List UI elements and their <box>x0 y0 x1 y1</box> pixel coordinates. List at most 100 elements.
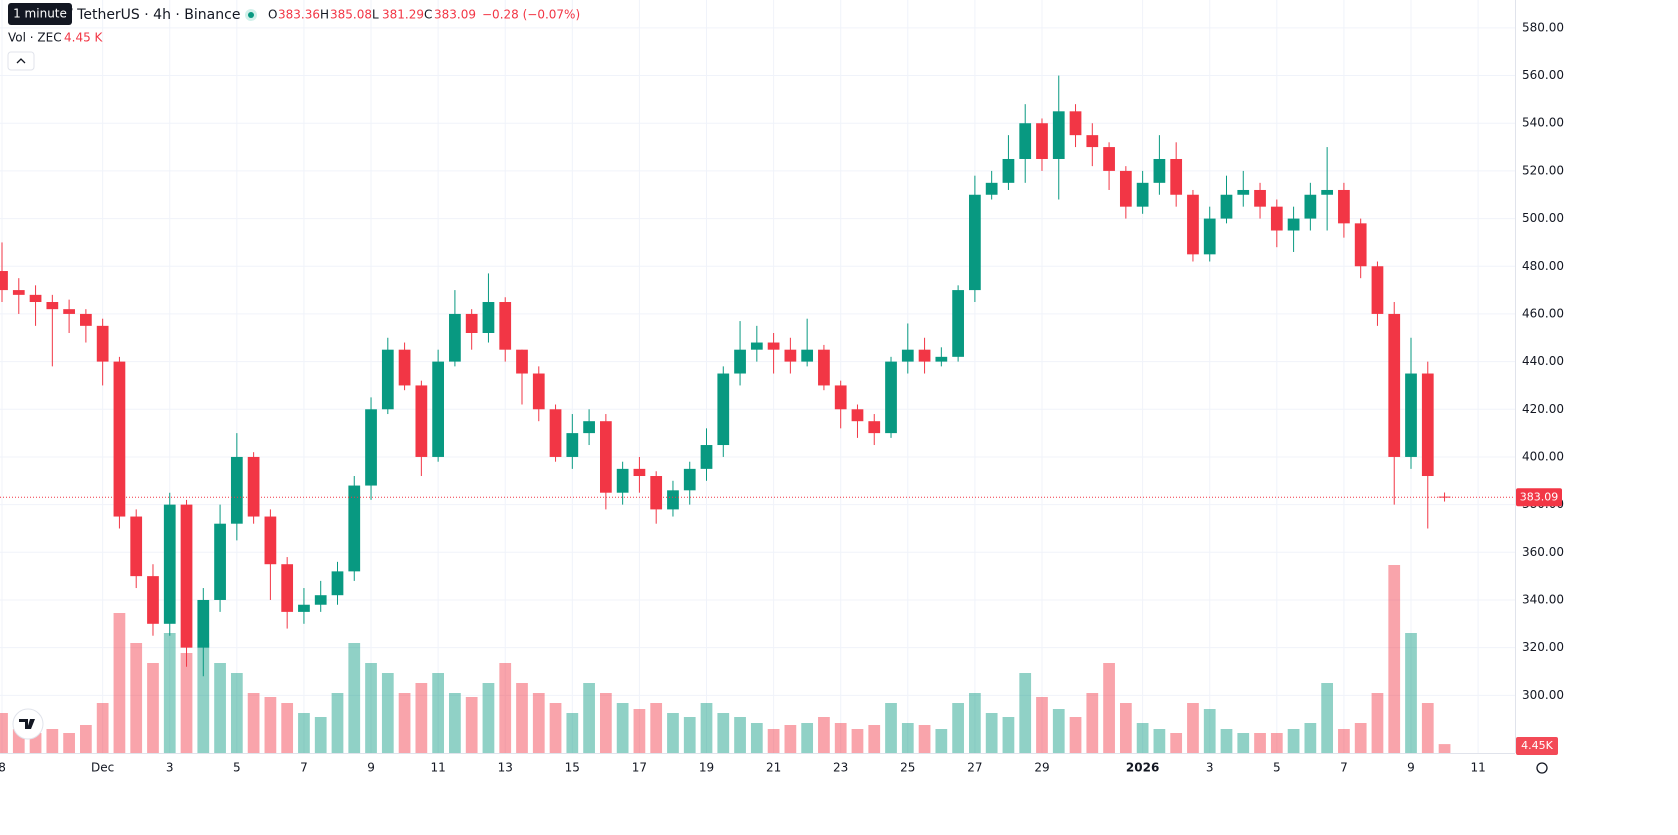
volume-bar <box>314 717 327 753</box>
candle-body <box>0 271 8 291</box>
settings-icon[interactable] <box>1536 762 1548 774</box>
candle-body <box>566 433 579 457</box>
volume-bar <box>264 697 277 753</box>
candle-body <box>784 349 797 362</box>
volume-bar <box>214 663 226 753</box>
volume-bar <box>667 713 679 753</box>
ohlc-value: 385.08 <box>330 8 372 22</box>
candle-body <box>1270 206 1283 231</box>
y-tick-label: 340.00 <box>1522 592 1564 606</box>
volume-bar <box>247 693 260 753</box>
legend: / TetherUS · 4h · Binance O 383.36 H 385.08 L… <box>7 3 580 71</box>
logo-mark <box>19 719 35 729</box>
candle-body <box>969 194 981 291</box>
ohlc-letter: H <box>320 8 329 22</box>
volume-bar <box>851 729 864 753</box>
candle-body <box>834 385 847 410</box>
volume-bar <box>1438 744 1451 753</box>
candle-body <box>851 409 864 422</box>
volume-bar <box>583 683 595 753</box>
volume-bar <box>801 723 814 753</box>
y-tick-label: 540.00 <box>1522 116 1564 130</box>
volume-bar <box>1119 703 1132 753</box>
candle-body <box>683 468 696 491</box>
candle-body <box>1287 218 1300 231</box>
volume-tag <box>1516 737 1558 755</box>
candle-body <box>1421 373 1434 477</box>
volume-bar <box>147 663 159 753</box>
candle-body <box>331 571 344 596</box>
volume-bar <box>465 697 478 753</box>
volume-bar <box>918 725 931 753</box>
volume-bar <box>230 673 243 753</box>
candle-body <box>1438 496 1451 498</box>
x-tick-label: 29 <box>1034 761 1049 775</box>
y-tick-label: 460.00 <box>1522 306 1564 320</box>
x-tick-label: 7 <box>1340 761 1348 775</box>
volume-bar <box>113 613 126 753</box>
tooltip-box <box>8 3 72 25</box>
candle-body <box>1405 373 1417 457</box>
x-tick-label: 3 <box>166 761 174 775</box>
volume-bar <box>1002 717 1015 753</box>
ohlc-value: 383.36 <box>278 8 320 22</box>
volume-bar <box>952 703 964 753</box>
y-tick-label: 320.00 <box>1522 640 1564 654</box>
candle-body <box>1103 147 1115 171</box>
candle-body <box>583 421 595 434</box>
volume-bar <box>29 733 42 753</box>
volume-bar <box>901 723 914 753</box>
x-tick-label: 9 <box>1407 761 1415 775</box>
volume-bar <box>650 703 663 753</box>
y-tick-label: 560.00 <box>1522 68 1564 82</box>
candle-body <box>1338 189 1350 224</box>
x-tick-label: 19 <box>699 761 714 775</box>
volume-bar <box>1405 633 1417 753</box>
tooltip-label: 1 minute <box>13 7 67 21</box>
volume-bar <box>331 693 344 753</box>
candle-body <box>1237 189 1250 195</box>
candle-body <box>901 349 914 362</box>
candle-body <box>365 409 377 486</box>
volume-bar <box>1203 709 1216 753</box>
volume-bar <box>516 683 528 753</box>
candle-body <box>700 445 713 469</box>
collapse-button[interactable] <box>7 51 35 71</box>
x-tick-label: 25 <box>900 761 915 775</box>
candle-body <box>63 309 75 314</box>
title: / TetherUS · 4h · Binance <box>68 7 240 23</box>
y-tick-label: 520.00 <box>1522 163 1564 177</box>
candle-body <box>1086 135 1099 148</box>
candle-body <box>381 349 394 410</box>
volume-bar <box>1237 733 1250 753</box>
volume-bar <box>1304 723 1317 753</box>
volume-bar <box>633 709 646 753</box>
candle-body <box>818 349 830 386</box>
volume-bar <box>767 729 780 753</box>
candle-body <box>12 290 25 295</box>
volume-bar <box>163 633 176 753</box>
candle-body <box>130 516 143 577</box>
volume-bar <box>1086 693 1099 753</box>
volume-tag-label: 4.45K <box>1521 739 1553 752</box>
volume-bar <box>499 663 512 753</box>
volume-bar <box>1136 723 1149 753</box>
candle-body <box>1069 111 1082 136</box>
candle-body <box>230 456 243 524</box>
candle-body <box>214 523 226 600</box>
volume-bar <box>348 643 361 753</box>
x-tick-label: 5 <box>1273 761 1281 775</box>
x-tick-label: 8 <box>0 761 6 775</box>
y-tick-label: 500.00 <box>1522 211 1564 225</box>
candle-body <box>767 342 780 350</box>
volume-bar <box>885 703 897 753</box>
volume-bar <box>432 673 444 753</box>
candle-body <box>1354 223 1367 267</box>
volume-bar <box>1421 703 1434 753</box>
candle-body <box>314 595 327 605</box>
x-tick-label: Dec <box>91 761 114 775</box>
y-tick-label: 480.00 <box>1522 259 1564 273</box>
candle-body <box>499 302 512 350</box>
candle-body <box>247 456 260 517</box>
volume-bar <box>818 717 830 753</box>
